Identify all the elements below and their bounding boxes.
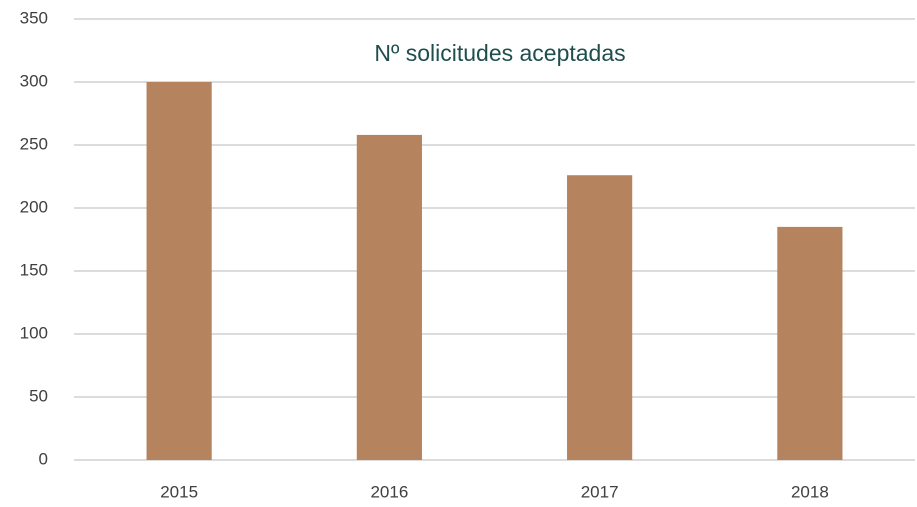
bar xyxy=(567,175,633,461)
y-tick-label: 350 xyxy=(20,8,48,27)
y-tick-label: 150 xyxy=(20,260,48,279)
bar xyxy=(356,134,422,461)
y-tick-label: 50 xyxy=(29,386,48,405)
x-tick-label: 2017 xyxy=(581,482,619,501)
x-tick-label: 2015 xyxy=(160,482,198,501)
chart-title: Nº solicitudes aceptadas xyxy=(374,40,625,66)
y-tick-label: 300 xyxy=(20,71,48,90)
x-tick-label: 2016 xyxy=(370,482,408,501)
x-tick-label: 2018 xyxy=(791,482,829,501)
y-tick-label: 250 xyxy=(20,134,48,153)
bar xyxy=(146,82,212,460)
y-tick-label: 100 xyxy=(20,323,48,342)
bar xyxy=(777,226,843,460)
y-tick-label: 0 xyxy=(39,449,48,468)
y-tick-label: 200 xyxy=(20,197,48,216)
